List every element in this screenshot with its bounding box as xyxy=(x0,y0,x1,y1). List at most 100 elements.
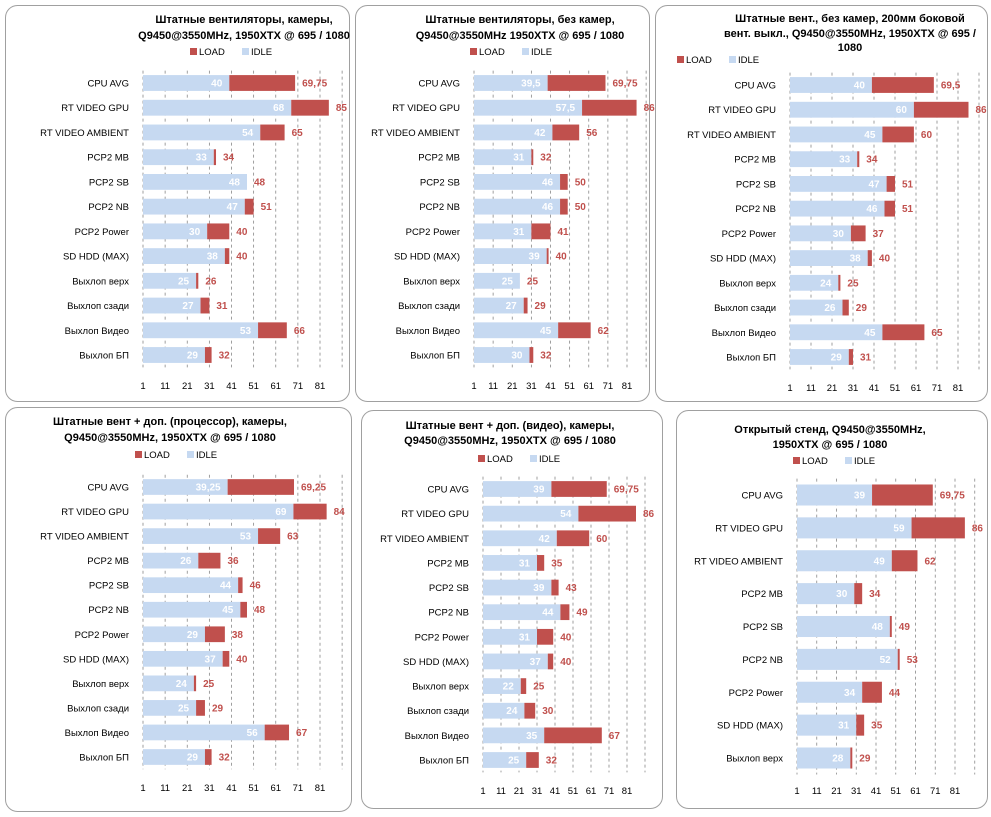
data-label-load: 25 xyxy=(847,278,859,289)
x-tick-label: 41 xyxy=(226,783,237,794)
x-tick-label: 11 xyxy=(806,383,816,394)
data-label-idle: 22 xyxy=(503,682,515,693)
data-label-load: 29 xyxy=(212,703,224,714)
data-label-load: 29 xyxy=(856,303,868,314)
bar-load xyxy=(222,650,230,667)
data-label-load: 85 xyxy=(336,103,348,114)
data-label-load: 32 xyxy=(546,756,558,767)
data-label-load: 40 xyxy=(236,227,248,238)
legend-label-idle: IDLE xyxy=(854,456,875,467)
x-tick-label: 31 xyxy=(532,786,543,797)
chart-title-line: Штатные вент., без камер, 200мм боковой xyxy=(735,13,965,25)
category-label: RT VIDEO GPU xyxy=(61,103,129,114)
category-label: PCP2 NB xyxy=(428,608,469,619)
chart-panel-5: Штатные вент + доп. (видео), камеры, Q945… xyxy=(361,410,663,809)
category-label: PCP2 NB xyxy=(88,202,129,213)
bar-load xyxy=(556,530,590,547)
bar-idle xyxy=(474,322,559,339)
data-label-load: 46 xyxy=(250,581,262,592)
category-label: Выхлоп верх xyxy=(412,682,469,693)
data-label-idle: 31 xyxy=(519,632,531,643)
x-tick-label: 61 xyxy=(270,783,281,794)
category-label: Выхлоп сзади xyxy=(407,706,469,717)
bar-load xyxy=(238,577,243,594)
x-tick-label: 61 xyxy=(910,786,921,797)
bar-idle xyxy=(790,225,851,242)
data-label-load: 51 xyxy=(261,202,273,213)
category-label: Выхлоп Видео xyxy=(712,328,776,339)
data-label-idle: 37 xyxy=(205,654,217,665)
category-label: PCP2 NB xyxy=(735,204,776,215)
bar-load xyxy=(897,648,900,670)
data-label-idle: 28 xyxy=(832,754,844,765)
data-label-idle: 46 xyxy=(542,177,554,188)
bar-idle xyxy=(790,299,843,316)
bar-load xyxy=(882,126,914,143)
data-label-load: 32 xyxy=(219,753,231,764)
x-tick-label: 41 xyxy=(869,383,880,394)
chart-title-line: 1950XTX @ 695 / 1080 xyxy=(773,439,888,451)
category-label: PCP2 Power xyxy=(75,630,129,641)
legend-swatch-idle xyxy=(530,455,537,462)
category-label: Выхлоп БП xyxy=(79,351,129,362)
bar-load xyxy=(551,579,559,596)
legend-label-idle: IDLE xyxy=(738,55,759,66)
bar-load xyxy=(198,552,221,569)
chart-title-line: Штатные вентиляторы, без камер, xyxy=(425,14,614,26)
x-tick-label: 41 xyxy=(545,381,556,392)
data-label-load: 34 xyxy=(223,153,235,164)
data-label-load: 35 xyxy=(871,721,883,732)
bar-idle xyxy=(474,223,532,240)
category-label: PCP2 Power xyxy=(406,227,460,238)
data-label-idle: 40 xyxy=(854,81,866,92)
data-label-load: 86 xyxy=(976,105,988,116)
legend-label-load: LOAD xyxy=(199,47,225,58)
bar-idle xyxy=(790,349,849,365)
bar-load xyxy=(204,626,225,643)
data-label-idle: 27 xyxy=(506,301,518,312)
data-label-idle: 31 xyxy=(838,721,850,732)
category-label: SD HDD (MAX) xyxy=(63,654,129,665)
category-label: RT VIDEO AMBIENT xyxy=(40,128,129,139)
bar-load xyxy=(196,700,205,716)
bar-idle xyxy=(483,555,537,571)
data-label-idle: 44 xyxy=(220,581,232,592)
bar-idle xyxy=(143,149,214,166)
data-label-load: 69,75 xyxy=(612,79,637,90)
data-label-idle: 45 xyxy=(222,605,234,616)
bar-idle xyxy=(790,200,885,217)
bar-load xyxy=(224,248,230,265)
data-label-idle: 39 xyxy=(529,252,541,263)
bar-load xyxy=(529,347,534,363)
bar-load xyxy=(547,75,606,91)
bar-idle xyxy=(143,297,201,314)
bar-idle xyxy=(483,653,548,670)
data-label-idle: 45 xyxy=(864,130,876,141)
bar-idle xyxy=(474,347,530,363)
data-label-idle: 35 xyxy=(526,731,538,742)
x-tick-label: 31 xyxy=(204,381,215,392)
category-label: RT VIDEO GPU xyxy=(392,103,460,114)
x-tick-label: 21 xyxy=(827,383,838,394)
x-tick-label: 1 xyxy=(787,383,792,394)
data-label-idle: 47 xyxy=(227,202,239,213)
category-label: RT VIDEO GPU xyxy=(715,523,783,534)
bar-load xyxy=(207,223,230,240)
x-tick-label: 71 xyxy=(604,786,615,797)
bar-idle xyxy=(790,324,883,341)
data-label-load: 37 xyxy=(873,229,885,240)
bar-idle xyxy=(474,149,532,166)
category-label: PCP2 MB xyxy=(427,558,469,569)
x-tick-label: 21 xyxy=(514,786,525,797)
data-label-load: 40 xyxy=(879,254,891,265)
chart-title-line: Q9450@3550MHz, 1950XTX @ 695 / 1080 xyxy=(404,435,616,447)
bar-idle xyxy=(790,77,872,93)
x-tick-label: 71 xyxy=(293,783,304,794)
bar-load xyxy=(891,550,918,572)
bar-idle xyxy=(143,650,223,667)
data-label-idle: 26 xyxy=(180,556,192,567)
x-tick-label: 11 xyxy=(488,381,498,392)
bar-load xyxy=(524,702,536,719)
legend-label-idle: IDLE xyxy=(531,47,552,58)
bar-idle xyxy=(143,272,197,289)
